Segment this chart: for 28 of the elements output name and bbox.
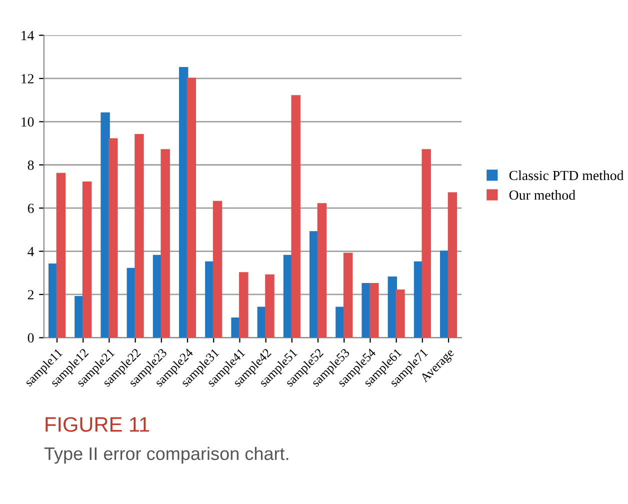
y-tick-label: 6: [28, 204, 34, 214]
bar: [396, 289, 405, 338]
bar: [343, 252, 353, 338]
bar: [370, 282, 379, 338]
bar: [160, 149, 170, 338]
y-tick-label: 14: [22, 30, 34, 40]
y-tick-label: 10: [22, 117, 34, 127]
bar: [56, 172, 66, 338]
y-tick-label: 4: [28, 246, 34, 256]
bar: [82, 181, 92, 338]
legend-label: Classic PTD method: [509, 170, 624, 180]
bar: [265, 274, 274, 338]
y-tick-label: 12: [22, 74, 34, 84]
y-tick-label: 8: [28, 160, 34, 170]
bar: [186, 78, 196, 338]
bar: [317, 203, 327, 338]
bar: [108, 138, 118, 338]
caption: FIGURE 11: [46, 417, 150, 432]
y-tick-label: 2: [28, 290, 34, 300]
bar: [448, 192, 458, 338]
bar: [134, 134, 144, 338]
bar: [239, 272, 248, 338]
legend-label: Our method: [509, 190, 576, 200]
bar: [422, 149, 431, 338]
bar: [212, 200, 222, 338]
y-tick-label: 0: [28, 333, 34, 343]
bar: [291, 95, 300, 338]
text: Type II error comparison chart.: [44, 446, 288, 464]
